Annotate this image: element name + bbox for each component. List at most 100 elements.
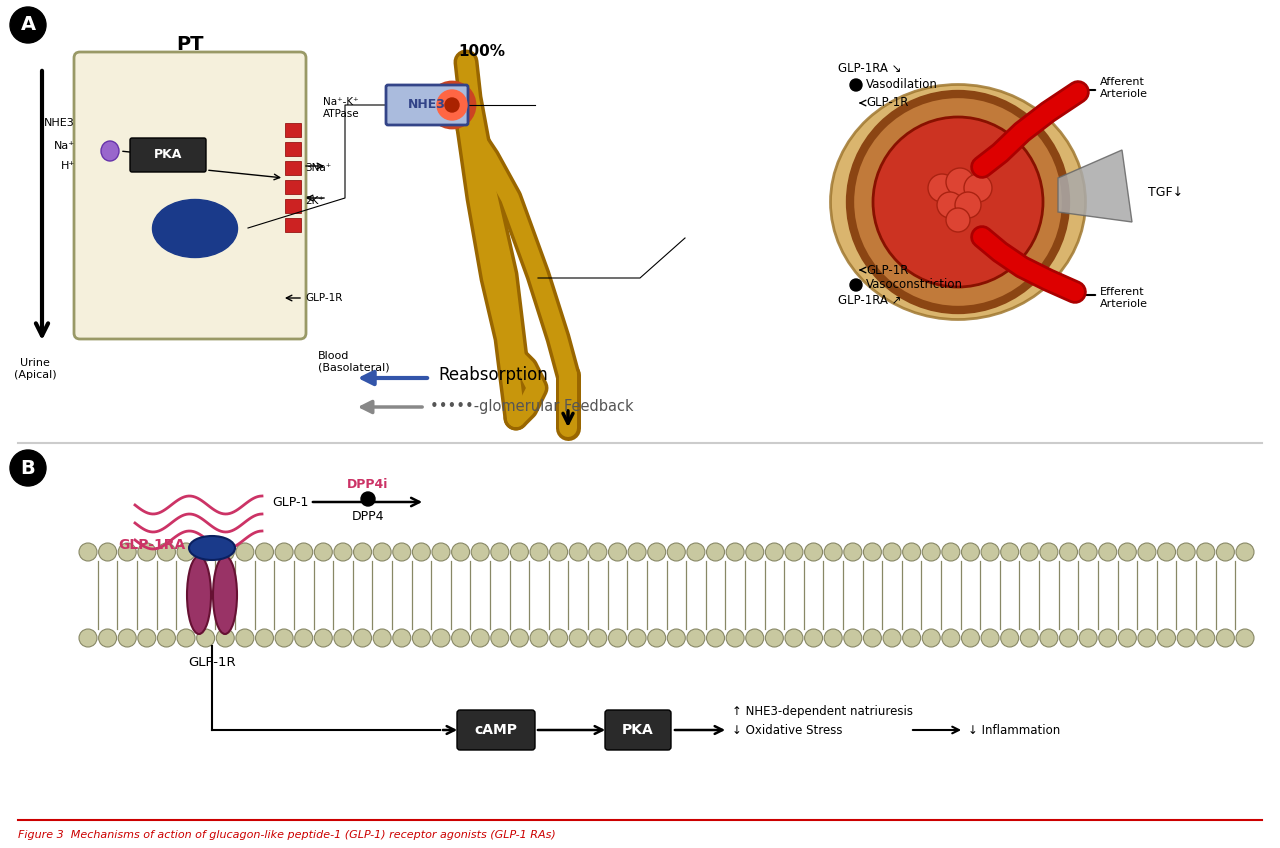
Circle shape [1098,629,1116,647]
Circle shape [946,208,970,232]
Ellipse shape [152,199,238,258]
Circle shape [1236,629,1254,647]
Circle shape [1039,543,1057,561]
Text: Efferent
Arteriole: Efferent Arteriole [1100,287,1148,309]
Circle shape [275,629,293,647]
Text: A: A [20,15,36,35]
Text: ↓ Oxidative Stress: ↓ Oxidative Stress [732,723,842,737]
Circle shape [393,543,411,561]
Circle shape [1216,543,1234,561]
Circle shape [471,629,489,647]
Circle shape [256,543,274,561]
Circle shape [177,629,195,647]
Polygon shape [1059,150,1132,222]
Circle shape [1157,543,1175,561]
Circle shape [667,629,685,647]
Circle shape [765,543,783,561]
Circle shape [1197,629,1215,647]
Circle shape [1138,543,1156,561]
Circle shape [530,543,548,561]
Circle shape [1020,629,1038,647]
Circle shape [353,543,371,561]
Text: NHE3: NHE3 [408,98,445,111]
Text: GLP-1R: GLP-1R [188,656,236,669]
Circle shape [490,543,509,561]
Circle shape [294,543,312,561]
Circle shape [850,79,861,91]
Text: TGF↓: TGF↓ [1148,186,1183,198]
Text: GLP-1R: GLP-1R [867,97,909,109]
Circle shape [1197,543,1215,561]
Circle shape [118,629,136,647]
Ellipse shape [187,556,211,634]
Bar [285,123,301,137]
Circle shape [1001,543,1019,561]
Circle shape [1001,629,1019,647]
Circle shape [315,629,333,647]
Circle shape [1079,543,1097,561]
Circle shape [353,629,371,647]
Circle shape [667,543,685,561]
Circle shape [589,629,607,647]
Circle shape [726,543,744,561]
Circle shape [1060,629,1078,647]
Circle shape [628,543,646,561]
Circle shape [844,629,861,647]
Circle shape [824,629,842,647]
Circle shape [374,543,392,561]
FancyBboxPatch shape [387,85,468,125]
Text: GLP-1R: GLP-1R [305,293,342,303]
Circle shape [942,543,960,561]
Circle shape [942,629,960,647]
Circle shape [1079,629,1097,647]
Text: Figure 3  Mechanisms of action of glucagon-like peptide-1 (GLP-1) receptor agoni: Figure 3 Mechanisms of action of glucago… [18,830,556,840]
FancyBboxPatch shape [131,138,206,172]
Bar [285,161,301,175]
Circle shape [334,629,352,647]
Circle shape [648,543,666,561]
Text: PKA: PKA [154,148,182,161]
Text: H⁺: H⁺ [60,161,76,171]
Circle shape [864,543,882,561]
Circle shape [928,174,956,202]
Bar [285,199,301,213]
Text: cAMP: cAMP [475,723,517,737]
Text: ↑ NHE3-dependent natriuresis: ↑ NHE3-dependent natriuresis [732,706,913,718]
Circle shape [1098,543,1116,561]
Circle shape [294,629,312,647]
Circle shape [873,117,1043,287]
Text: Urine
(Apical): Urine (Apical) [14,358,56,380]
Circle shape [361,492,375,506]
Ellipse shape [831,85,1085,320]
Circle shape [824,543,842,561]
Circle shape [844,543,861,561]
Circle shape [628,629,646,647]
Text: 3Na⁺: 3Na⁺ [305,163,332,173]
Text: DPP4: DPP4 [352,510,384,522]
Circle shape [511,629,529,647]
Circle shape [275,543,293,561]
Text: B: B [20,459,36,477]
Text: GLP-1RA ↘: GLP-1RA ↘ [838,62,901,75]
Circle shape [445,98,460,112]
Circle shape [707,543,724,561]
Circle shape [197,543,215,561]
Text: Na⁺-K⁺
ATPase: Na⁺-K⁺ ATPase [323,98,360,119]
FancyBboxPatch shape [457,710,535,750]
Circle shape [922,629,941,647]
Text: PKA: PKA [622,723,654,737]
Text: GLP-1RA ↗: GLP-1RA ↗ [838,293,901,306]
Circle shape [1119,629,1137,647]
Circle shape [315,543,333,561]
Bar [285,142,301,156]
Text: ↓ Inflammation: ↓ Inflammation [968,723,1060,737]
Circle shape [549,629,567,647]
Bar [285,180,301,194]
Ellipse shape [101,141,119,161]
Circle shape [157,629,175,647]
Circle shape [549,543,567,561]
Text: Vasoconstriction: Vasoconstriction [867,278,963,292]
Text: NHE3: NHE3 [45,118,76,128]
Circle shape [431,629,451,647]
Text: Na⁺: Na⁺ [54,141,76,151]
